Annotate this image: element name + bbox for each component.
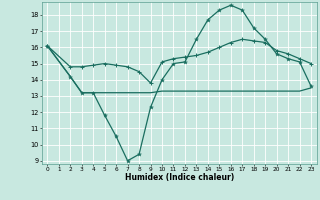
X-axis label: Humidex (Indice chaleur): Humidex (Indice chaleur)	[124, 173, 234, 182]
